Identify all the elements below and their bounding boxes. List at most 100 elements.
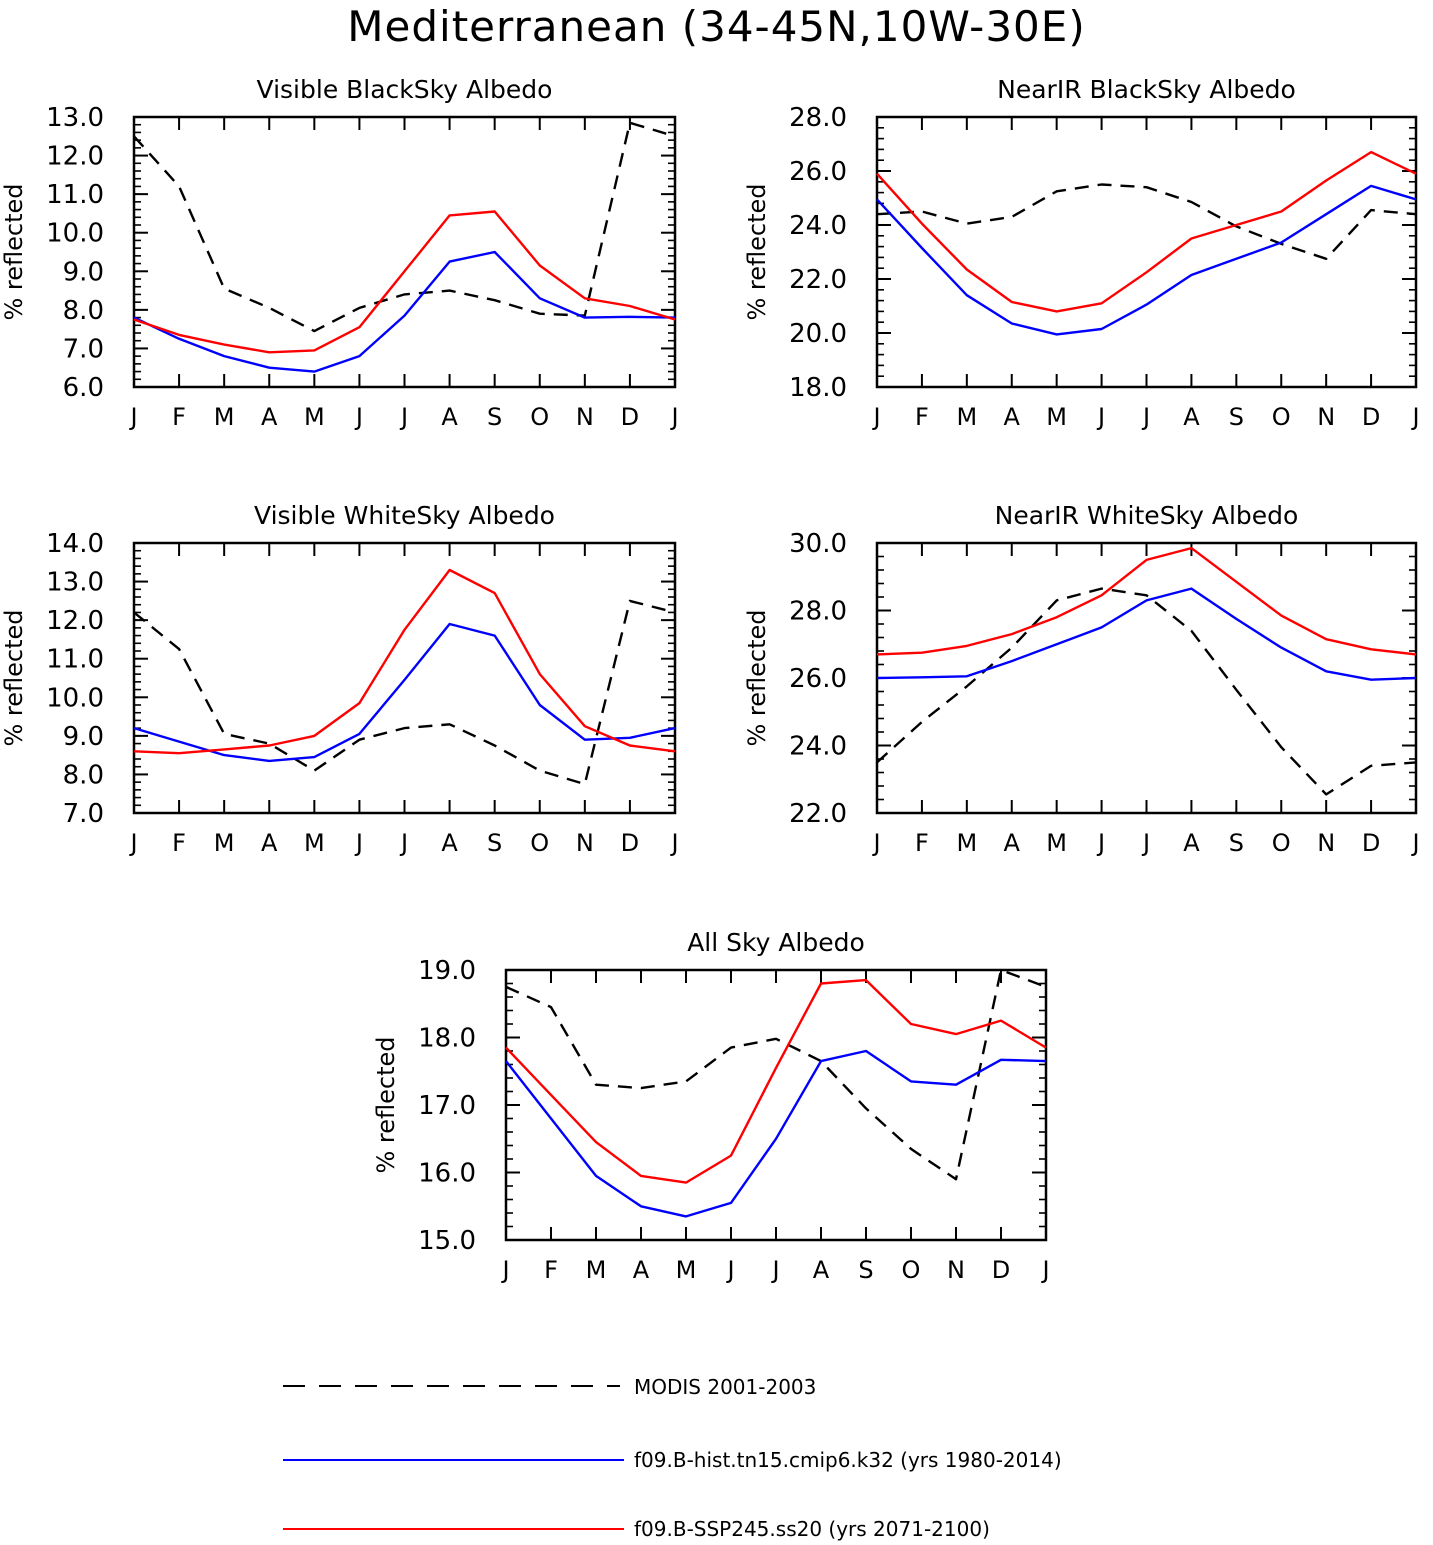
y-axis-label: % reflected	[0, 183, 28, 320]
y-tick-label: 6.0	[63, 373, 104, 403]
x-tick-label: A	[261, 403, 278, 431]
legend-label-ssp: f09.B-SSP245.ss20 (yrs 2071-2100)	[634, 1517, 990, 1541]
y-tick-label: 9.0	[63, 722, 104, 752]
x-tick-label: F	[172, 829, 186, 857]
legend-entry-hist: f09.B-hist.tn15.cmip6.k32 (yrs 1980-2014…	[283, 1448, 1062, 1472]
x-tick-label: S	[487, 403, 502, 431]
x-tick-label: F	[915, 829, 929, 857]
x-tick-label: M	[956, 403, 977, 431]
figure-title: Mediterranean (34-45N,10W-30E)	[347, 2, 1086, 51]
x-tick-label: S	[1229, 829, 1244, 857]
series-line-hist	[876, 587, 1417, 681]
x-tick-label: A	[1004, 403, 1021, 431]
x-tick-label: A	[441, 829, 458, 857]
x-tick-label: M	[676, 1256, 697, 1284]
series-line-modis	[876, 183, 1417, 261]
y-tick-label: 7.0	[63, 799, 104, 829]
x-tick-label: A	[261, 829, 278, 857]
x-tick-label: F	[544, 1256, 558, 1284]
x-tick-label: J	[128, 829, 137, 857]
chart-title: Visible BlackSky Albedo	[257, 75, 553, 104]
x-tick-label: J	[399, 403, 408, 431]
x-tick-label: J	[1096, 403, 1105, 431]
y-axis-label: % reflected	[743, 183, 771, 320]
y-tick-label: 8.0	[63, 296, 104, 326]
x-tick-label: J	[128, 403, 137, 431]
x-tick-label: A	[1183, 403, 1200, 431]
series-line-ssp	[876, 546, 1417, 656]
y-tick-label: 11.0	[46, 180, 104, 210]
x-tick-label: J	[871, 403, 880, 431]
y-tick-label: 15.0	[418, 1226, 476, 1256]
chart-title: All Sky Albedo	[687, 928, 865, 957]
plot-frame	[504, 968, 1048, 1242]
y-tick-label: 10.0	[46, 683, 104, 713]
y-tick-label: 24.0	[789, 732, 847, 762]
x-tick-label: N	[947, 1256, 965, 1284]
x-tick-label: J	[1040, 1256, 1049, 1284]
x-tick-label: O	[902, 1256, 921, 1284]
y-tick-label: 16.0	[418, 1159, 476, 1189]
series-line-hist	[876, 184, 1417, 336]
x-tick-label: M	[214, 403, 235, 431]
x-tick-label: J	[669, 403, 678, 431]
chart-title: NearIR WhiteSky Albedo	[995, 501, 1299, 530]
x-tick-label: J	[871, 829, 880, 857]
y-axis-label: % reflected	[0, 609, 28, 746]
x-tick-label: O	[530, 403, 549, 431]
x-tick-label: S	[1229, 403, 1244, 431]
series-line-hist	[505, 1049, 1047, 1218]
y-tick-label: 12.0	[46, 142, 104, 172]
y-tick-label: 13.0	[46, 568, 104, 598]
x-tick-label: J	[500, 1256, 509, 1284]
series-line-modis	[876, 587, 1417, 796]
x-tick-label: D	[1362, 829, 1380, 857]
plot-frame	[875, 541, 1418, 815]
x-tick-label: S	[487, 829, 502, 857]
y-tick-label: 26.0	[789, 157, 847, 187]
x-tick-label: J	[399, 829, 408, 857]
y-tick-label: 13.0	[46, 103, 104, 133]
y-tick-label: 19.0	[418, 956, 476, 986]
x-tick-label: N	[1317, 403, 1335, 431]
y-tick-label: 10.0	[46, 219, 104, 249]
x-tick-label: F	[172, 403, 186, 431]
x-tick-label: N	[576, 829, 594, 857]
y-axis-label: % reflected	[743, 609, 771, 746]
x-tick-label: A	[1004, 829, 1021, 857]
x-tick-label: M	[586, 1256, 607, 1284]
legend-entry-ssp: f09.B-SSP245.ss20 (yrs 2071-2100)	[283, 1517, 990, 1541]
x-tick-label: F	[915, 403, 929, 431]
y-tick-label: 26.0	[789, 664, 847, 694]
y-tick-label: 22.0	[789, 799, 847, 829]
x-tick-label: J	[354, 829, 363, 857]
y-tick-label: 11.0	[46, 645, 104, 675]
x-tick-label: J	[669, 829, 678, 857]
x-tick-label: N	[1317, 829, 1335, 857]
series-line-ssp	[133, 568, 676, 755]
x-tick-label: D	[621, 403, 639, 431]
x-tick-label: O	[530, 829, 549, 857]
series-line-hist	[133, 250, 676, 373]
series-line-modis	[133, 599, 676, 786]
x-tick-label: J	[354, 403, 363, 431]
x-tick-label: J	[1096, 829, 1105, 857]
series-line-modis	[505, 968, 1047, 1181]
x-tick-label: M	[214, 829, 235, 857]
x-tick-label: A	[1183, 829, 1200, 857]
x-tick-label: J	[770, 1256, 779, 1284]
y-tick-label: 9.0	[63, 257, 104, 287]
x-tick-label: D	[1362, 403, 1380, 431]
x-tick-label: M	[1046, 829, 1067, 857]
x-tick-label: D	[992, 1256, 1010, 1284]
y-tick-label: 17.0	[418, 1091, 476, 1121]
x-tick-label: A	[813, 1256, 830, 1284]
y-tick-label: 14.0	[46, 529, 104, 559]
y-tick-label: 12.0	[46, 606, 104, 636]
x-tick-label: J	[1141, 403, 1150, 431]
x-tick-label: J	[725, 1256, 734, 1284]
x-tick-label: J	[1141, 829, 1150, 857]
